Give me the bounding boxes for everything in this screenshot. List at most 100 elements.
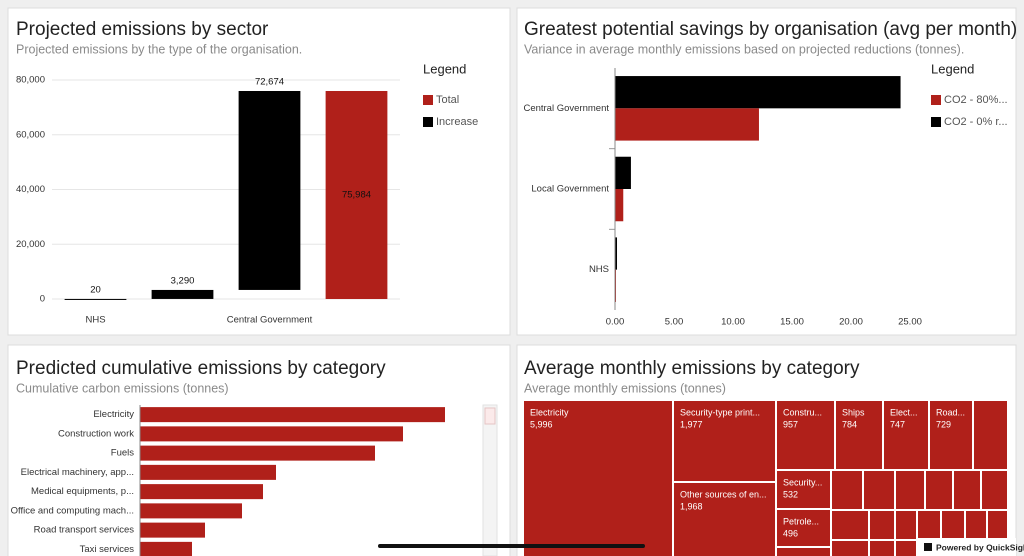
legend: Legend CO2 - 80%... CO2 - 0% r... — [931, 61, 1008, 128]
legend-swatch — [931, 117, 941, 127]
y-tick-label: Electrical machinery, app... — [21, 467, 134, 478]
treemap-cell — [942, 511, 964, 539]
treemap-cell — [930, 401, 972, 469]
legend-label: Total — [436, 94, 459, 106]
branding: Powered by QuickSight — [936, 542, 1024, 552]
treemap-cell — [870, 511, 894, 539]
bar — [615, 189, 624, 222]
treemap-cell — [832, 511, 868, 539]
bar — [615, 76, 901, 109]
treemap-cell — [896, 541, 916, 556]
y-tick-label: NHS — [589, 264, 609, 275]
cell-value: 957 — [783, 419, 798, 429]
bar — [151, 289, 214, 299]
panel-header: Greatest potential savings by organisati… — [524, 19, 1017, 56]
y-tick-label: Construction work — [58, 428, 134, 439]
legend-title: Legend — [423, 61, 466, 76]
treemap-cell — [974, 401, 1007, 469]
data-label: 3,290 — [171, 275, 195, 286]
chart-title: Average monthly emissions by category — [524, 358, 860, 379]
treemap-cell — [926, 471, 952, 509]
bar — [238, 90, 301, 290]
panel — [516, 7, 1017, 336]
data-label: 75,984 — [342, 190, 371, 201]
cell-value: 532 — [783, 489, 798, 499]
chart-title: Predicted cumulative emissions by catego… — [16, 358, 386, 379]
bar — [140, 541, 192, 556]
cell-label: Constru... — [783, 407, 822, 417]
legend-label: CO2 - 0% r... — [944, 116, 1008, 128]
legend-swatch — [423, 117, 433, 127]
treemap-cell — [982, 471, 1007, 509]
chart-subtitle: Cumulative carbon emissions (tonnes) — [16, 381, 229, 395]
y-tick-label: 40,000 — [16, 184, 45, 195]
y-tick-label: Road transport services — [34, 525, 135, 536]
bar — [64, 298, 127, 300]
chart-title: Projected emissions by sector — [16, 19, 269, 40]
cell-label: Security-type print... — [680, 407, 760, 417]
legend-label: Increase — [436, 116, 478, 128]
panel-header: Average monthly emissions by category Ave… — [524, 358, 860, 395]
cell-value: 1,977 — [680, 419, 703, 429]
bar — [140, 426, 403, 442]
y-tick-label: Local Government — [531, 184, 609, 195]
bar — [140, 503, 242, 519]
x-tick-label: 10.00 — [721, 317, 745, 328]
badge — [918, 538, 1016, 556]
scroll-thumb[interactable] — [484, 407, 496, 425]
scrollbar[interactable] — [482, 404, 498, 556]
treemap-cell — [777, 510, 830, 546]
badge-icon — [924, 543, 932, 551]
x-tick-label: 0.00 — [606, 317, 625, 328]
plot: 0.00 5.00 10.00 15.00 20.00 25.00 Central Gove… — [523, 68, 922, 328]
data-label: 72,674 — [255, 77, 284, 88]
y-tick-label: Office and computing mach... — [11, 505, 134, 516]
treemap-cell — [777, 548, 830, 556]
bar — [140, 464, 276, 480]
y-tick-label: Taxi services — [80, 544, 135, 555]
legend-swatch — [423, 95, 433, 105]
data-label: 20 — [90, 284, 101, 295]
y-tick-label: 20,000 — [16, 239, 45, 250]
chart-subtitle: Variance in average monthly emissions ba… — [524, 42, 964, 56]
cell-label: Road... — [936, 407, 965, 417]
bar — [325, 90, 388, 299]
y-tick-label: 0 — [40, 294, 45, 305]
x-tick-label: 25.00 — [898, 317, 922, 328]
cell-label: Electricity — [530, 407, 569, 417]
chart-subtitle: Projected emissions by the type of the o… — [16, 42, 302, 56]
chart-title: Greatest potential savings by organisati… — [524, 19, 1017, 40]
home-indicator — [378, 544, 645, 548]
treemap-cell — [966, 511, 986, 539]
bar — [140, 484, 263, 500]
x-tick-label: 20.00 — [839, 317, 863, 328]
cell-label: Elect... — [890, 407, 918, 417]
treemap-cell — [777, 471, 830, 508]
cell-label: Security... — [783, 477, 822, 487]
bar — [615, 156, 631, 189]
treemap-cell — [777, 401, 834, 469]
treemap-cell — [864, 471, 894, 509]
cell-label: Ships — [842, 407, 865, 417]
chart-subtitle: Average monthly emissions (tonnes) — [524, 381, 726, 395]
y-tick-label: 80,000 — [16, 75, 45, 86]
bar — [615, 237, 618, 270]
treemap-cell — [674, 483, 775, 556]
panel-header: Projected emissions by sector Projected e… — [16, 19, 302, 56]
cell-value: 5,996 — [530, 419, 553, 429]
treemap-cell — [674, 401, 775, 481]
treemap-cell — [918, 511, 940, 539]
y-tick-label: 60,000 — [16, 129, 45, 140]
legend-swatch — [931, 95, 941, 105]
x-tick-label: 15.00 — [780, 317, 804, 328]
cell-value: 1,968 — [680, 501, 703, 511]
bar — [615, 108, 759, 141]
treemap-cell — [832, 471, 862, 509]
cell-value: 496 — [783, 528, 798, 538]
treemap-cell — [988, 511, 1007, 539]
x-tick-label: 5.00 — [665, 317, 684, 328]
cell-value: 747 — [890, 419, 905, 429]
y-tick-label: Electricity — [93, 409, 134, 420]
treemap-cell — [954, 471, 980, 509]
